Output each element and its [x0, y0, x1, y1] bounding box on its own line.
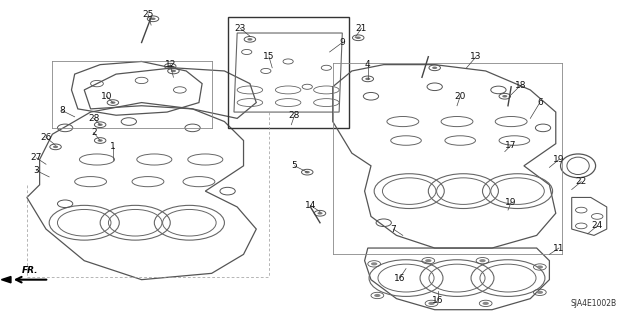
Text: 28: 28: [88, 114, 99, 123]
Text: 14: 14: [305, 201, 316, 210]
Circle shape: [425, 259, 431, 262]
Text: 19: 19: [553, 155, 564, 164]
Circle shape: [168, 65, 173, 68]
Circle shape: [479, 259, 486, 262]
Circle shape: [247, 38, 252, 41]
Circle shape: [305, 171, 310, 174]
Circle shape: [502, 95, 508, 98]
Text: 6: 6: [537, 98, 543, 107]
Circle shape: [150, 18, 156, 20]
Text: SJA4E1002B: SJA4E1002B: [571, 299, 617, 308]
Text: 24: 24: [591, 221, 603, 230]
Circle shape: [98, 123, 102, 126]
Text: 16: 16: [394, 274, 405, 283]
Circle shape: [428, 302, 435, 305]
Text: 8: 8: [59, 106, 65, 115]
Text: 21: 21: [356, 24, 367, 33]
Text: FR.: FR.: [22, 266, 38, 275]
Text: 20: 20: [454, 92, 466, 101]
Circle shape: [374, 294, 381, 297]
Text: 11: 11: [553, 243, 564, 253]
Text: 18: 18: [515, 81, 527, 90]
Circle shape: [365, 78, 371, 80]
Text: 5: 5: [292, 161, 298, 170]
Text: 4: 4: [365, 60, 371, 69]
Text: 15: 15: [263, 52, 275, 61]
Text: 23: 23: [235, 24, 246, 33]
Text: 19: 19: [506, 198, 517, 207]
Circle shape: [356, 36, 361, 39]
Text: 26: 26: [40, 133, 52, 142]
Text: 12: 12: [164, 60, 176, 69]
Circle shape: [53, 145, 58, 148]
Circle shape: [537, 291, 543, 294]
Circle shape: [110, 101, 115, 104]
Text: 27: 27: [31, 153, 42, 162]
Circle shape: [432, 67, 437, 69]
Circle shape: [317, 212, 323, 214]
Circle shape: [483, 302, 489, 305]
Text: 3: 3: [33, 166, 39, 175]
Circle shape: [371, 262, 378, 265]
Text: 10: 10: [100, 92, 112, 101]
Circle shape: [98, 139, 102, 142]
Text: 22: 22: [575, 177, 587, 186]
Text: 28: 28: [289, 111, 300, 120]
Text: 13: 13: [470, 52, 482, 61]
Text: 25: 25: [142, 10, 154, 19]
Circle shape: [537, 265, 543, 269]
Polygon shape: [1, 277, 11, 283]
Text: 1: 1: [110, 142, 116, 151]
Circle shape: [171, 70, 176, 72]
Text: 16: 16: [432, 296, 444, 305]
Text: 2: 2: [91, 128, 97, 137]
Text: 7: 7: [390, 225, 396, 234]
Text: 17: 17: [506, 141, 517, 150]
Text: 9: 9: [339, 38, 345, 47]
